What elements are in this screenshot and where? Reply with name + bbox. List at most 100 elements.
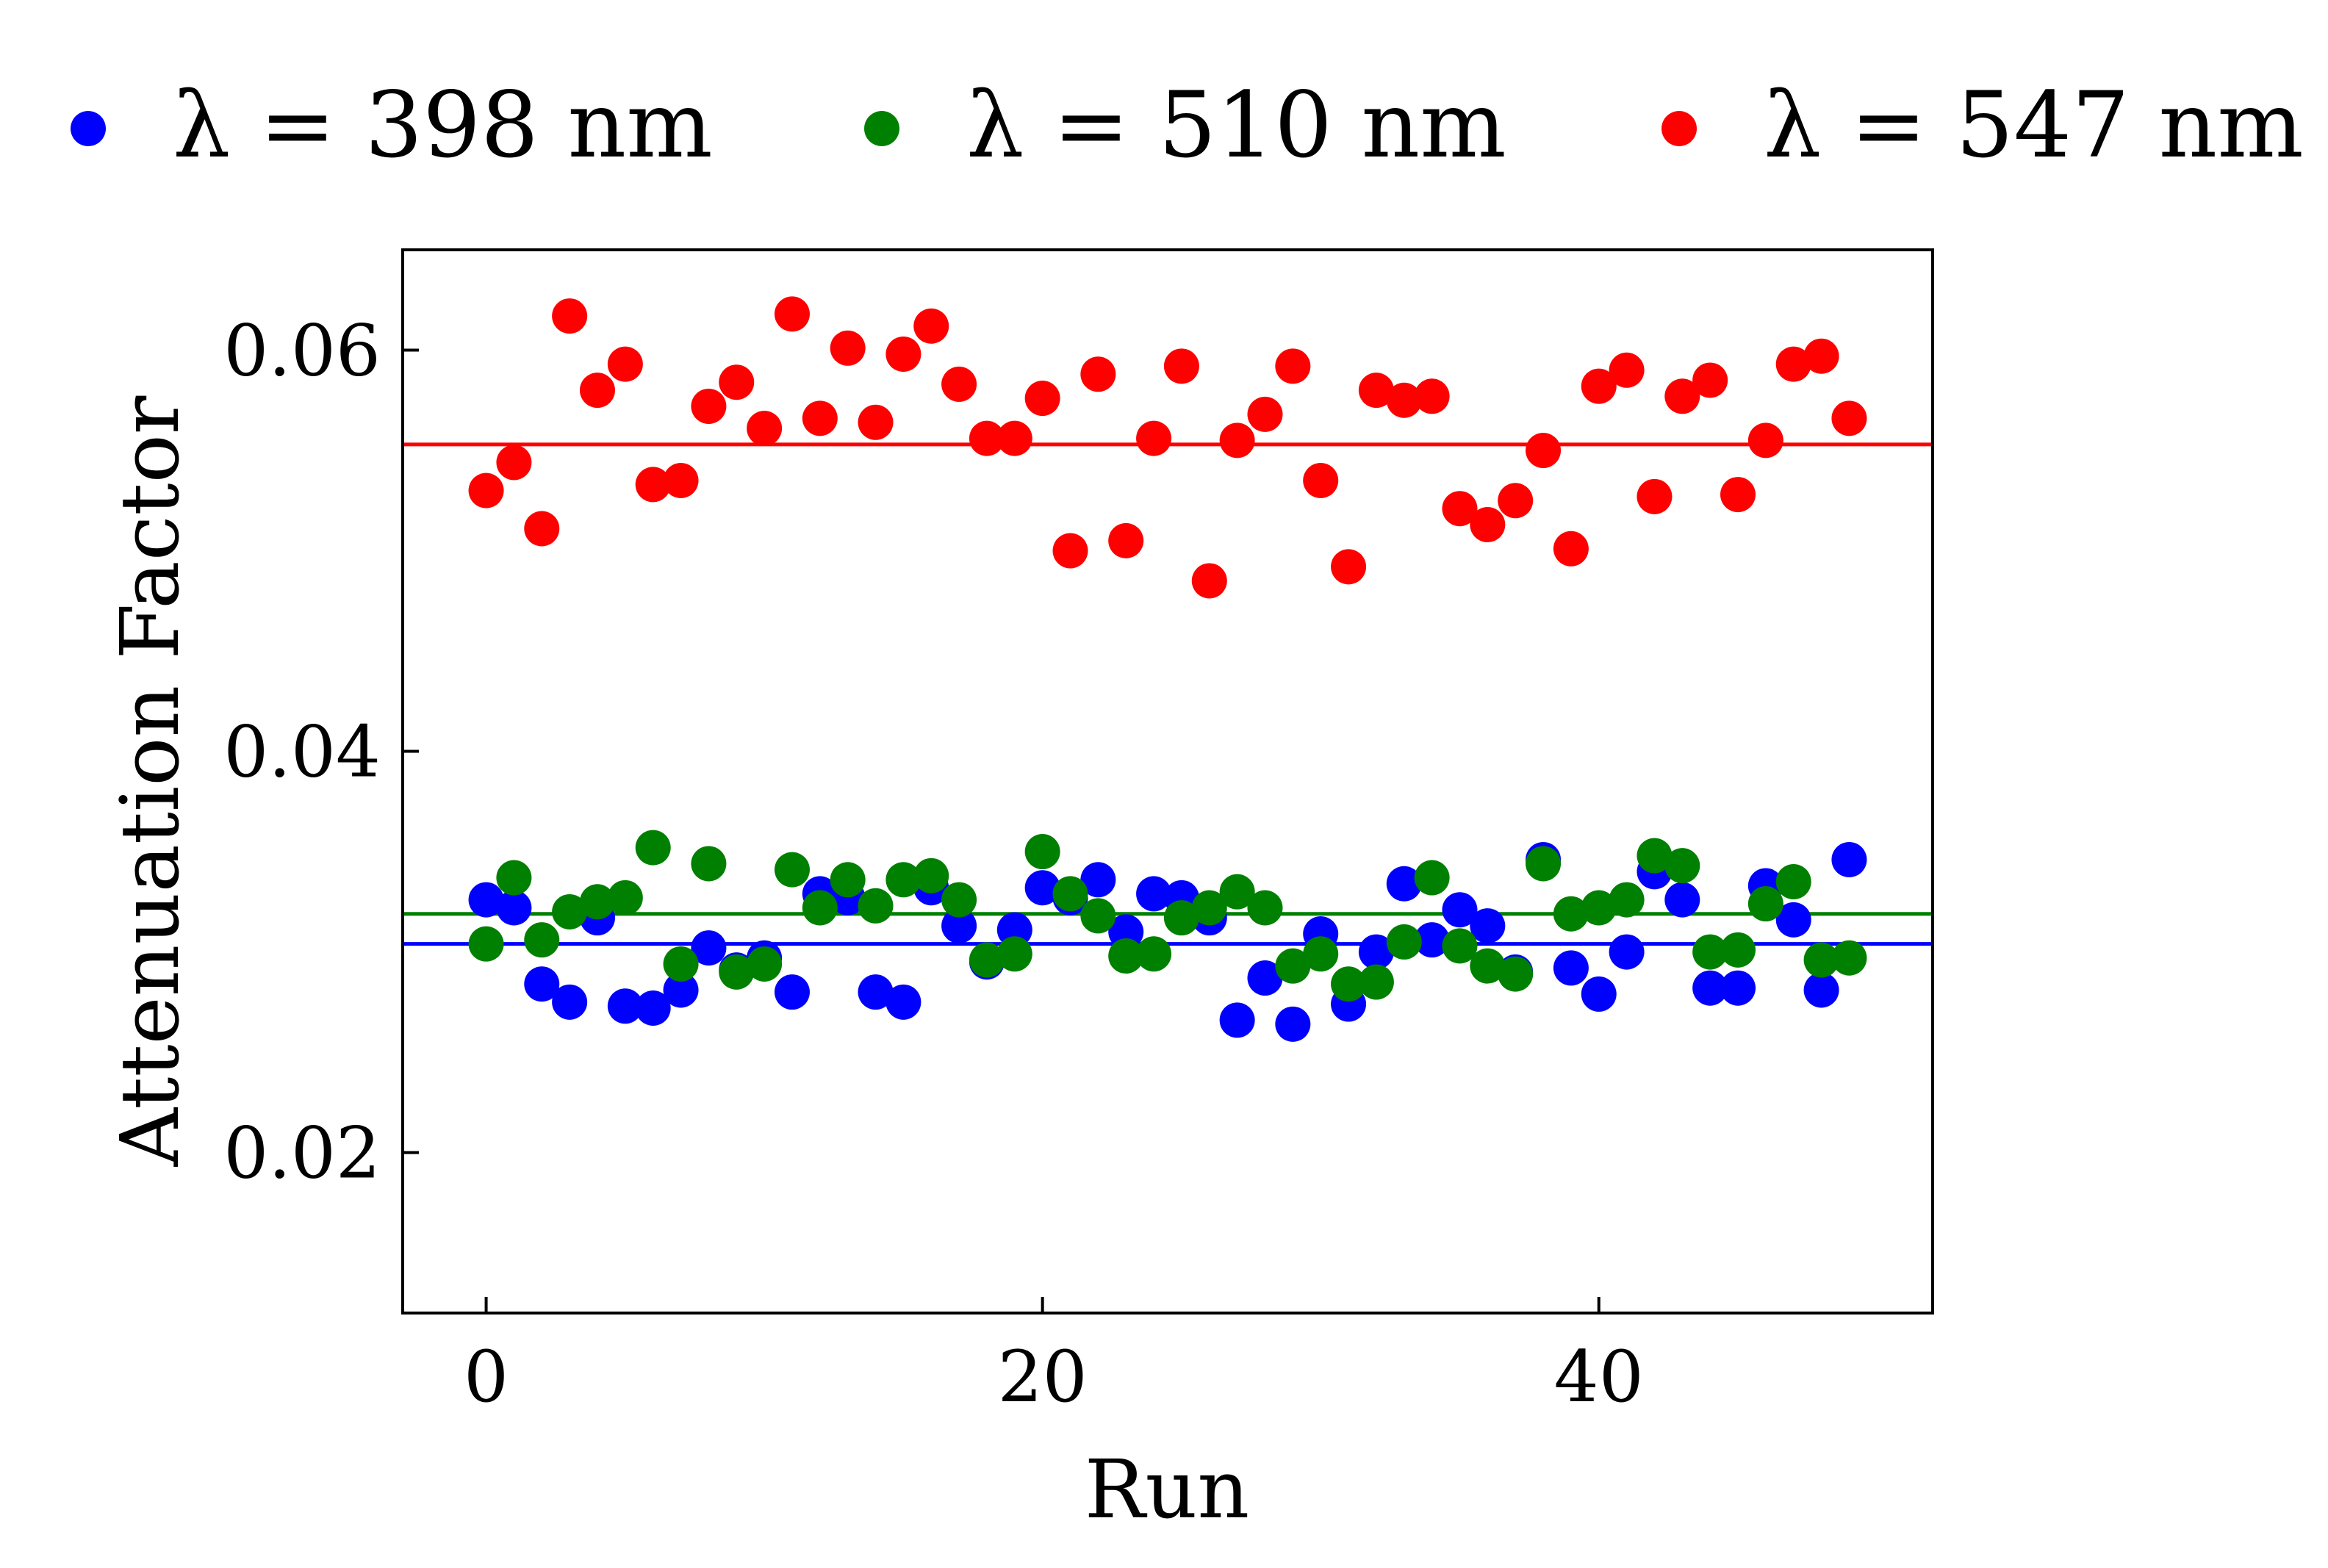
- data-point-s2-4: [579, 373, 615, 409]
- data-point-s1-27: [1219, 874, 1255, 910]
- data-point-s1-21: [1052, 876, 1088, 912]
- data-point-s2-43: [1664, 378, 1700, 414]
- data-point-s2-3: [552, 298, 588, 334]
- data-point-s2-8: [691, 388, 727, 424]
- axis-ticks: 0 20 40 0.02 0.04 0.06: [223, 310, 1644, 1418]
- data-point-s0-44: [1692, 970, 1728, 1006]
- data-point-s2-17: [941, 366, 977, 402]
- data-point-s1-23: [1108, 938, 1144, 974]
- data-point-s1-0: [468, 926, 504, 962]
- data-point-s0-49: [1831, 841, 1867, 877]
- data-point-s2-36: [1470, 507, 1506, 543]
- data-point-s1-43: [1664, 848, 1700, 884]
- data-point-s2-39: [1553, 531, 1589, 567]
- data-point-s1-33: [1386, 924, 1422, 960]
- data-point-s0-3: [552, 984, 588, 1020]
- legend-marker-398: [71, 111, 106, 146]
- data-point-s0-6: [635, 990, 671, 1026]
- data-point-s0-20: [1024, 870, 1060, 906]
- data-point-s2-37: [1498, 483, 1534, 519]
- data-point-s1-4: [579, 884, 615, 920]
- data-point-s1-42: [1637, 838, 1673, 874]
- data-point-s0-43: [1664, 882, 1700, 918]
- data-point-s0-35: [1442, 892, 1478, 928]
- data-point-s0-17: [941, 908, 977, 944]
- data-point-s2-15: [885, 336, 922, 372]
- plot-frame: [401, 248, 1934, 1315]
- data-point-s2-13: [830, 330, 866, 366]
- data-point-s1-11: [774, 852, 810, 888]
- data-point-s2-16: [913, 308, 949, 344]
- data-point-s1-31: [1331, 966, 1367, 1002]
- data-point-s2-24: [1136, 420, 1172, 456]
- data-point-s0-11: [774, 974, 810, 1010]
- data-point-s0-15: [885, 984, 922, 1020]
- data-point-s1-15: [885, 862, 922, 898]
- data-point-s1-13: [830, 862, 866, 898]
- y-tick-label-1: 0.04: [223, 711, 381, 794]
- legend-label-547: λ = 547 nm: [1764, 73, 2304, 179]
- legend-item-547: λ = 547 nm: [1661, 73, 2304, 179]
- data-point-s0-39: [1553, 950, 1589, 986]
- data-point-s0-29: [1275, 1006, 1311, 1042]
- data-point-s0-47: [1775, 902, 1811, 938]
- data-point-s2-34: [1414, 378, 1450, 414]
- data-point-s0-28: [1247, 960, 1283, 996]
- data-point-s1-40: [1581, 890, 1617, 926]
- data-point-s1-38: [1526, 846, 1562, 882]
- data-point-s1-37: [1498, 956, 1534, 992]
- data-point-s1-3: [552, 893, 588, 929]
- data-point-s1-1: [496, 860, 532, 896]
- data-point-s0-33: [1386, 866, 1422, 902]
- data-point-s2-22: [1080, 356, 1116, 392]
- data-point-s1-8: [691, 846, 727, 882]
- data-point-s2-29: [1275, 348, 1311, 384]
- data-point-s2-48: [1803, 338, 1839, 374]
- data-point-s1-26: [1191, 890, 1227, 926]
- data-point-s2-0: [468, 472, 504, 508]
- data-point-s1-14: [858, 888, 894, 924]
- data-point-s2-10: [747, 410, 783, 446]
- data-point-s1-44: [1692, 934, 1728, 970]
- x-axis-title: Run: [1085, 1442, 1250, 1536]
- legend: λ = 398 nm λ = 510 nm λ = 547 nm: [71, 73, 2304, 179]
- legend-item-510: λ = 510 nm: [864, 73, 1506, 179]
- data-point-s1-22: [1080, 898, 1116, 934]
- data-point-s0-2: [524, 966, 560, 1002]
- data-point-s2-42: [1637, 478, 1673, 514]
- data-point-s1-17: [941, 882, 977, 918]
- data-point-s1-19: [996, 936, 1032, 972]
- data-point-s1-16: [913, 857, 949, 893]
- data-point-s1-36: [1470, 948, 1506, 984]
- data-point-s2-9: [719, 364, 755, 400]
- x-tick-label-1: 20: [998, 1336, 1088, 1418]
- data-point-s1-24: [1136, 936, 1172, 972]
- data-point-s1-29: [1275, 948, 1311, 984]
- data-point-s2-38: [1526, 433, 1562, 469]
- data-point-s2-25: [1163, 348, 1199, 384]
- data-point-s1-5: [607, 880, 643, 916]
- data-point-s1-20: [1024, 834, 1060, 870]
- data-point-s1-34: [1414, 860, 1450, 896]
- data-point-s2-5: [607, 346, 643, 382]
- data-point-s0-22: [1080, 862, 1116, 898]
- y-axis-title: Attenuation Factor: [103, 395, 197, 1167]
- data-point-s0-5: [607, 988, 643, 1024]
- data-point-s2-32: [1358, 373, 1394, 409]
- data-point-s2-23: [1108, 522, 1144, 558]
- data-point-s0-32: [1358, 934, 1394, 970]
- y-tick-label-2: 0.06: [223, 310, 381, 392]
- data-point-s2-6: [635, 467, 671, 503]
- data-point-s1-9: [719, 954, 755, 990]
- legend-label-510: λ = 510 nm: [966, 73, 1506, 179]
- data-point-s2-30: [1303, 462, 1339, 498]
- data-point-s2-26: [1191, 563, 1227, 599]
- data-point-s2-28: [1247, 396, 1283, 432]
- legend-marker-510: [864, 111, 899, 146]
- plot-area: [403, 296, 1933, 1042]
- x-tick-label-0: 0: [464, 1336, 509, 1418]
- data-point-s2-46: [1747, 422, 1783, 458]
- data-point-s1-10: [747, 946, 783, 982]
- data-point-s2-19: [996, 420, 1032, 456]
- data-point-s2-47: [1775, 346, 1811, 382]
